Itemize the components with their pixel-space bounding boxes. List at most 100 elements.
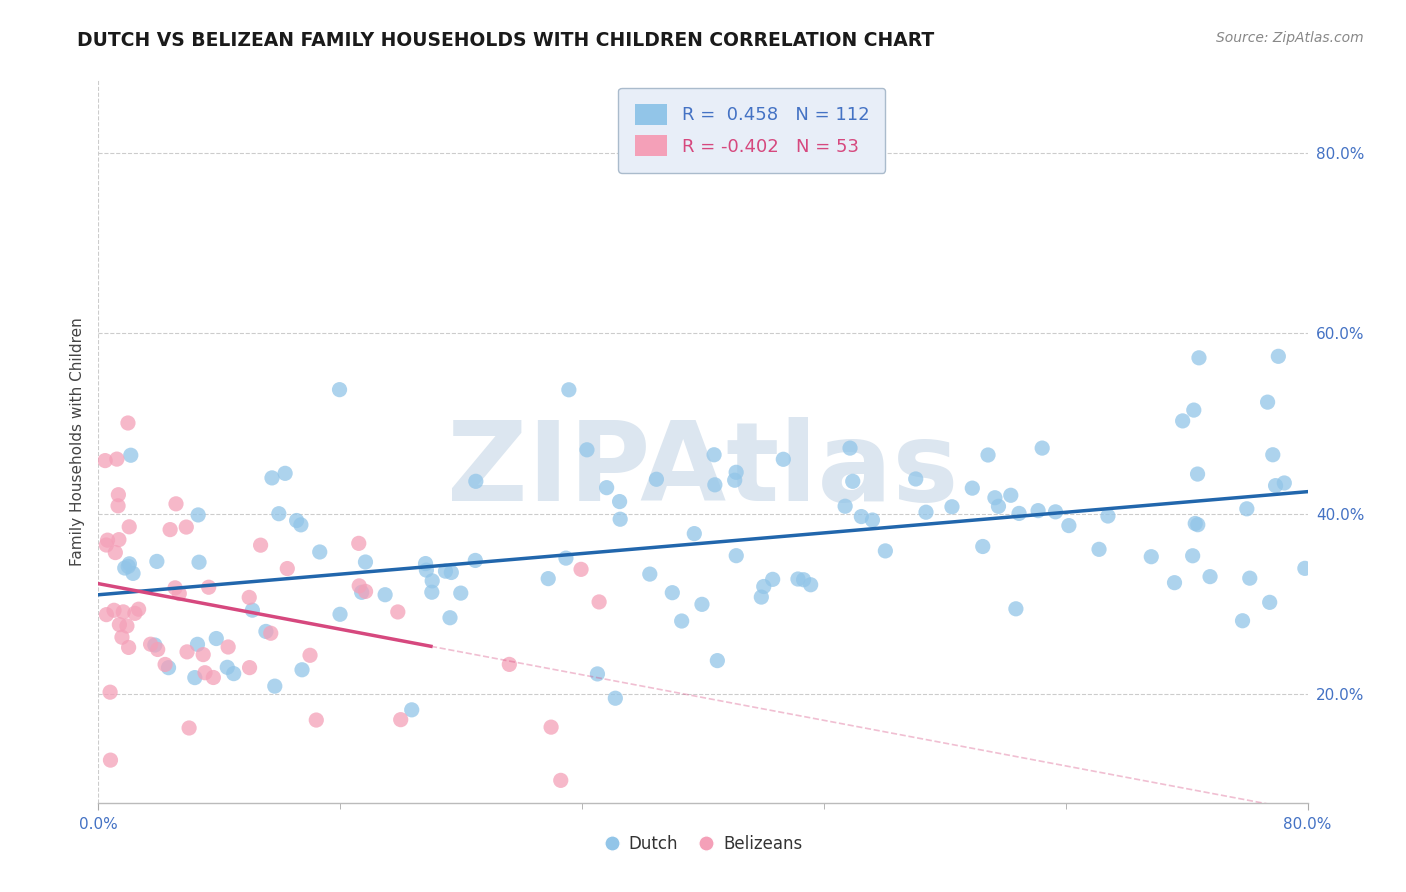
Point	[1261, 448, 1284, 462]
Point	[159, 523, 181, 537]
Point	[1181, 549, 1204, 563]
Point	[124, 607, 146, 621]
Point	[205, 632, 228, 646]
Point	[308, 545, 330, 559]
Point	[498, 657, 520, 672]
Point	[242, 603, 264, 617]
Point	[1097, 508, 1119, 523]
Point	[165, 581, 187, 595]
Point	[350, 585, 373, 599]
Point	[1088, 542, 1111, 557]
Point	[96, 538, 118, 552]
Point	[112, 605, 135, 619]
Point	[254, 624, 277, 639]
Point	[420, 585, 443, 599]
Point	[347, 536, 370, 550]
Point	[1258, 595, 1281, 609]
Point	[276, 561, 298, 575]
Point	[128, 602, 150, 616]
Point	[217, 660, 239, 674]
Point	[387, 605, 409, 619]
Point	[834, 500, 856, 514]
Point	[100, 753, 122, 767]
Text: Source: ZipAtlas.com: Source: ZipAtlas.com	[1216, 31, 1364, 45]
Point	[415, 557, 437, 571]
Point	[1188, 351, 1211, 365]
Point	[690, 598, 713, 612]
Point	[347, 579, 370, 593]
Point	[661, 585, 683, 599]
Point	[941, 500, 963, 514]
Point	[105, 452, 128, 467]
Point	[1184, 516, 1206, 531]
Point	[94, 453, 117, 467]
Point	[222, 666, 245, 681]
Point	[862, 513, 884, 527]
Point	[1187, 467, 1209, 481]
Point	[1057, 518, 1080, 533]
Point	[972, 540, 994, 554]
Point	[839, 441, 862, 455]
Point	[595, 481, 617, 495]
Point	[706, 654, 728, 668]
Point	[197, 580, 219, 594]
Point	[118, 557, 141, 571]
Point	[249, 538, 271, 552]
Point	[703, 448, 725, 462]
Point	[111, 630, 134, 644]
Point	[1026, 503, 1049, 517]
Point	[464, 475, 486, 489]
Point	[299, 648, 322, 663]
Point	[267, 507, 290, 521]
Point	[569, 562, 592, 576]
Point	[153, 657, 176, 672]
Point	[415, 563, 437, 577]
Point	[354, 584, 377, 599]
Point	[1294, 561, 1316, 575]
Point	[1008, 507, 1031, 521]
Point	[139, 637, 162, 651]
Point	[120, 448, 142, 462]
Point	[1000, 488, 1022, 502]
Point	[762, 573, 785, 587]
Point	[1239, 571, 1261, 585]
Point	[787, 572, 810, 586]
Point	[186, 637, 208, 651]
Point	[96, 533, 118, 548]
Point	[174, 520, 197, 534]
Point	[588, 595, 610, 609]
Point	[389, 713, 412, 727]
Point	[122, 566, 145, 581]
Point	[193, 648, 215, 662]
Point	[638, 567, 661, 582]
Point	[875, 544, 897, 558]
Point	[984, 491, 1007, 505]
Point	[108, 533, 131, 547]
Point	[450, 586, 472, 600]
Point	[1187, 517, 1209, 532]
Point	[703, 478, 725, 492]
Text: ZIPAtlas: ZIPAtlas	[447, 417, 959, 524]
Point	[107, 488, 129, 502]
Point	[540, 720, 562, 734]
Point	[464, 553, 486, 567]
Point	[550, 773, 572, 788]
Point	[609, 494, 631, 508]
Point	[915, 505, 938, 519]
Point	[1163, 575, 1185, 590]
Point	[683, 526, 706, 541]
Point	[725, 549, 748, 563]
Point	[793, 573, 815, 587]
Point	[987, 500, 1010, 514]
Point	[187, 508, 209, 522]
Point	[98, 685, 121, 699]
Point	[434, 564, 457, 578]
Point	[752, 580, 775, 594]
Point	[1031, 441, 1053, 455]
Point	[117, 559, 139, 574]
Point	[118, 520, 141, 534]
Point	[1005, 602, 1028, 616]
Point	[1140, 549, 1163, 564]
Point	[285, 514, 308, 528]
Point	[179, 721, 201, 735]
